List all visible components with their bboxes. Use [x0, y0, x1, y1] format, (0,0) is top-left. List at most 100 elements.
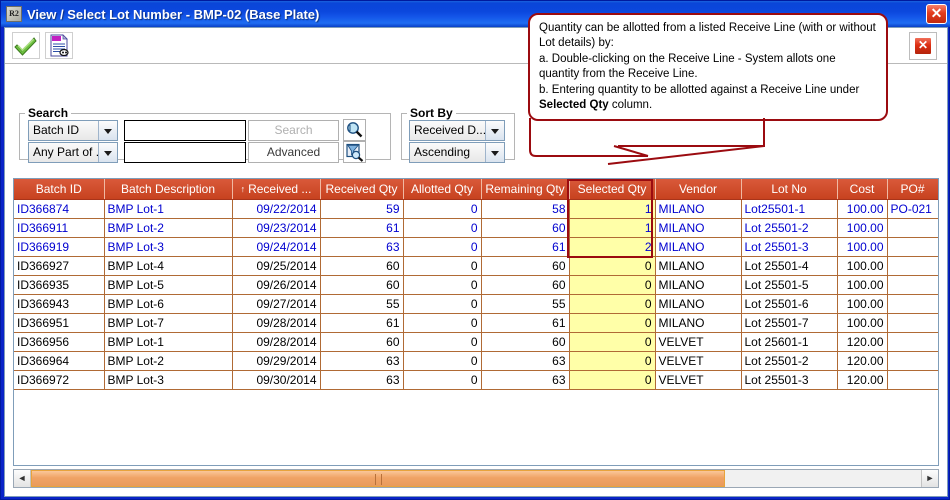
cell-selected-qty[interactable]: 0	[569, 332, 656, 352]
table-row[interactable]: ID366943 BMP Lot-6 09/27/2014 55 0 55 0 MILANO L…	[14, 294, 938, 314]
cell-allotted-qty: 0	[403, 313, 482, 333]
cell-batch-id: ID366956	[14, 332, 105, 352]
table-row[interactable]: ID366956 BMP Lot-1 09/28/2014 60 0 60 0 VELVET L…	[14, 332, 938, 352]
report-button[interactable]	[45, 32, 73, 59]
cell-vendor: MILANO	[655, 237, 742, 257]
cell-received-qty: 55	[320, 294, 404, 314]
cell-remaining-qty: 61	[481, 313, 570, 333]
column-header-allotted-qty[interactable]: Allotted Qty	[403, 179, 482, 200]
green-check-icon	[14, 37, 37, 56]
cell-received-qty: 63	[320, 370, 404, 390]
table-row[interactable]: ID366972 BMP Lot-3 09/30/2014 63 0 63 0 VELVET L…	[14, 370, 938, 390]
cell-selected-qty[interactable]: 2	[569, 237, 656, 257]
table-row[interactable]: ID366919 BMP Lot-3 09/24/2014 63 0 61 2 MILANO L…	[14, 237, 938, 257]
cell-po	[887, 218, 938, 238]
cell-cost: 100.00	[837, 275, 888, 295]
cell-po	[887, 351, 938, 371]
column-header-label: Batch Description	[120, 181, 216, 196]
cell-cost: 120.00	[837, 370, 888, 390]
app-icon: R2	[6, 6, 22, 22]
chevron-down-icon[interactable]	[98, 121, 117, 140]
search-match-value-input[interactable]	[124, 142, 246, 163]
horizontal-scrollbar[interactable]: ◄ ►	[13, 469, 939, 488]
column-header-selected-qty[interactable]: Selected Qty	[569, 179, 656, 200]
column-header-remaining-qty[interactable]: Remaining Qty	[481, 179, 570, 200]
column-header-vendor[interactable]: Vendor	[655, 179, 742, 200]
column-header-batch-description[interactable]: Batch Description	[104, 179, 233, 200]
cell-description: BMP Lot-4	[104, 256, 233, 276]
search-match-combo[interactable]: Any Part of ...	[28, 142, 118, 163]
cell-po	[887, 294, 938, 314]
column-header-cost[interactable]: Cost	[837, 179, 888, 200]
cell-cost: 100.00	[837, 199, 888, 219]
search-field-combo[interactable]: Batch ID	[28, 120, 118, 141]
cell-batch-id: ID366874	[14, 199, 105, 219]
cell-selected-qty[interactable]: 0	[569, 256, 656, 276]
table-row[interactable]: ID366911 BMP Lot-2 09/23/2014 61 0 60 1 MILANO L…	[14, 218, 938, 238]
table-row[interactable]: ID366964 BMP Lot-2 09/29/2014 63 0 63 0 VELVET L…	[14, 351, 938, 371]
scroll-right-arrow-icon[interactable]: ►	[921, 470, 938, 487]
cell-vendor: MILANO	[655, 294, 742, 314]
callout-line-3-pre: b. Entering quantity to be allotted agai…	[539, 83, 860, 96]
chevron-down-icon[interactable]	[485, 143, 504, 162]
cell-po	[887, 275, 938, 295]
search-field-combo-value: Batch ID	[29, 121, 98, 140]
cell-remaining-qty: 60	[481, 256, 570, 276]
cell-lot-no: Lot 25501-2	[741, 218, 838, 238]
advanced-search-button[interactable]: Advanced	[248, 142, 339, 163]
cell-received-date: 09/28/2014	[232, 313, 321, 333]
column-header-received-qty[interactable]: Received Qty	[320, 179, 404, 200]
cell-lot-no: Lot 25501-7	[741, 313, 838, 333]
cell-selected-qty[interactable]: 0	[569, 313, 656, 333]
cell-batch-id: ID366927	[14, 256, 105, 276]
chevron-down-icon[interactable]	[98, 143, 117, 162]
scrollbar-track[interactable]	[31, 470, 921, 487]
scrollbar-thumb[interactable]	[31, 470, 726, 487]
table-row[interactable]: ID366935 BMP Lot-5 09/26/2014 60 0 60 0 MILANO L…	[14, 275, 938, 295]
table-row[interactable]: ID366951 BMP Lot-7 09/28/2014 61 0 61 0 MILANO L…	[14, 313, 938, 333]
column-header-lot-no[interactable]: Lot No	[741, 179, 838, 200]
cell-po: PO-021	[887, 199, 938, 219]
table-row[interactable]: ID366927 BMP Lot-4 09/25/2014 60 0 60 0 MILANO L…	[14, 256, 938, 276]
column-header-batch-id[interactable]: Batch ID	[14, 179, 105, 200]
sort-field-combo[interactable]: Received D...	[409, 120, 505, 141]
column-header-received[interactable]: ↑ Received ...	[232, 179, 321, 200]
cell-vendor: VELVET	[655, 332, 742, 352]
panel-close-button[interactable]: ✕	[909, 32, 937, 60]
window-close-button[interactable]: ✕	[926, 4, 947, 24]
cell-vendor: MILANO	[655, 256, 742, 276]
cell-po	[887, 332, 938, 352]
cell-cost: 100.00	[837, 218, 888, 238]
cell-description: BMP Lot-5	[104, 275, 233, 295]
chevron-down-icon[interactable]	[485, 121, 504, 140]
cell-selected-qty[interactable]: 0	[569, 275, 656, 295]
sort-group-label: Sort By	[410, 106, 453, 120]
search-value-input[interactable]	[124, 120, 246, 141]
confirm-selection-button[interactable]	[12, 32, 40, 59]
scroll-left-arrow-icon[interactable]: ◄	[14, 470, 31, 487]
lot-grid[interactable]: Batch ID Batch Description ↑ Received ... Re…	[13, 178, 939, 466]
cell-received-qty: 61	[320, 313, 404, 333]
table-row[interactable]: ID366874 BMP Lot-1 09/22/2014 59 0 58 1 MILANO L…	[14, 199, 938, 219]
cell-received-date: 09/30/2014	[232, 370, 321, 390]
cell-selected-qty[interactable]: 0	[569, 370, 656, 390]
cell-selected-qty[interactable]: 0	[569, 351, 656, 371]
sort-direction-combo[interactable]: Ascending	[409, 142, 505, 163]
advanced-search-icon-button[interactable]	[343, 141, 366, 163]
cell-batch-id: ID366935	[14, 275, 105, 295]
cell-lot-no: Lot 25501-3	[741, 237, 838, 257]
search-icon-button[interactable]	[343, 119, 366, 141]
cell-selected-qty[interactable]: 1	[569, 218, 656, 238]
cell-selected-qty[interactable]: 0	[569, 294, 656, 314]
cell-received-date: 09/25/2014	[232, 256, 321, 276]
red-x-icon: ✕	[914, 37, 932, 55]
search-button[interactable]: Search	[248, 120, 339, 141]
lot-table-body: ID366874 BMP Lot-1 09/22/2014 59 0 58 1 MILANO L…	[14, 199, 938, 390]
cell-description: BMP Lot-7	[104, 313, 233, 333]
column-header-po[interactable]: PO#	[887, 179, 938, 200]
cell-allotted-qty: 0	[403, 275, 482, 295]
cell-selected-qty[interactable]: 1	[569, 199, 656, 219]
cell-po	[887, 256, 938, 276]
cell-lot-no: Lot 25501-3	[741, 370, 838, 390]
cell-remaining-qty: 55	[481, 294, 570, 314]
